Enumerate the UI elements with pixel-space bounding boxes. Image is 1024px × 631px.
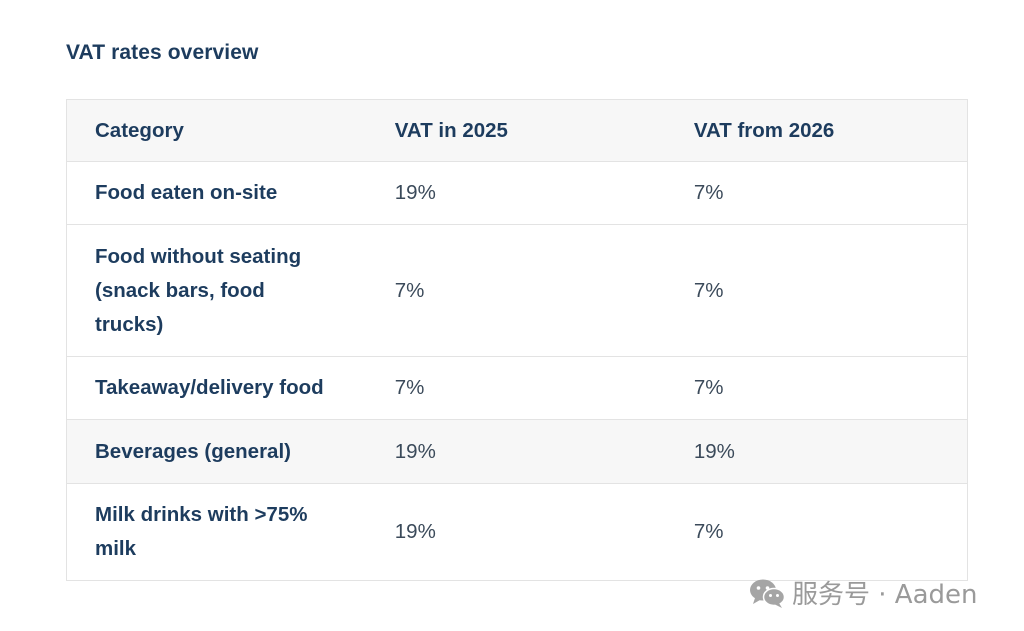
wechat-icon (750, 579, 786, 608)
watermark-text: 服务号 · Aaden (792, 580, 978, 610)
category-cell: Beverages (general) (66, 419, 395, 484)
table-row: Beverages (general) 19% 19% (66, 419, 968, 484)
vat-2025-cell: 19% (394, 419, 694, 484)
column-header-vat-2025: VAT in 2025 (394, 99, 694, 162)
category-cell: Food eaten on-site (66, 161, 395, 225)
category-cell: Food without seating (snack bars, food t… (66, 224, 395, 357)
vat-2026-cell: 7% (693, 483, 968, 581)
category-label: Milk drinks with >75% milk (95, 503, 308, 560)
category-label: Beverages (general) (95, 439, 291, 463)
table-row: Milk drinks with >75% milk 19% 7% (66, 483, 968, 581)
watermark: 服务号 · Aaden (748, 574, 978, 611)
category-cell: Takeaway/delivery food (66, 356, 395, 420)
vat-2026-cell: 7% (693, 356, 968, 420)
page-title: VAT rates overview (66, 41, 259, 64)
vat-2026-cell: 19% (693, 419, 968, 484)
vat-2025-cell: 19% (394, 161, 694, 225)
category-label: Food without seating (snack bars, food t… (95, 244, 302, 336)
column-header-category: Category (66, 99, 395, 162)
vat-2025-cell: 7% (394, 224, 694, 357)
category-label: Takeaway/delivery food (95, 376, 324, 399)
column-header-vat-2026: VAT from 2026 (693, 99, 968, 162)
table-row: Food eaten on-site 19% 7% (66, 161, 968, 225)
vat-2026-cell: 7% (693, 224, 968, 357)
vat-2025-cell: 19% (394, 483, 694, 581)
table-row: Food without seating (snack bars, food t… (66, 224, 968, 357)
table-header-row: Category VAT in 2025 VAT from 2026 (66, 99, 968, 162)
vat-rates-table: Category VAT in 2025 VAT from 2026 Food … (66, 99, 968, 581)
vat-2025-cell: 7% (394, 356, 694, 420)
vat-2026-cell: 7% (693, 161, 968, 225)
category-label: Food eaten on-site (95, 181, 278, 204)
category-cell: Milk drinks with >75% milk (66, 483, 395, 581)
table-row: Takeaway/delivery food 7% 7% (66, 356, 968, 420)
